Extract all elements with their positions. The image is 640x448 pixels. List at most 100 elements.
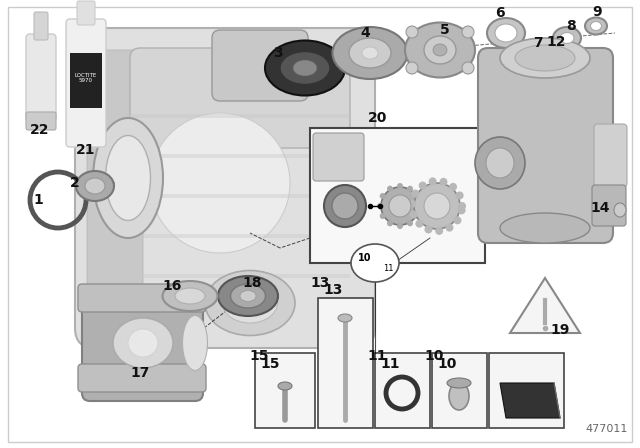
- FancyBboxPatch shape: [34, 12, 48, 40]
- Text: 7: 7: [533, 36, 543, 50]
- Ellipse shape: [500, 213, 590, 243]
- FancyBboxPatch shape: [329, 167, 396, 259]
- Ellipse shape: [405, 22, 475, 78]
- Text: 1: 1: [33, 193, 43, 207]
- Text: 20: 20: [368, 111, 388, 125]
- Ellipse shape: [128, 329, 158, 357]
- Circle shape: [412, 190, 419, 198]
- Circle shape: [380, 193, 386, 199]
- Ellipse shape: [560, 33, 574, 43]
- FancyBboxPatch shape: [592, 185, 626, 226]
- FancyBboxPatch shape: [77, 1, 95, 25]
- Circle shape: [429, 177, 436, 185]
- Text: 13: 13: [323, 283, 342, 297]
- Text: 16: 16: [163, 279, 182, 293]
- FancyBboxPatch shape: [26, 34, 56, 122]
- Ellipse shape: [163, 281, 218, 311]
- Circle shape: [397, 223, 403, 229]
- Text: 22: 22: [30, 123, 50, 137]
- FancyBboxPatch shape: [75, 28, 375, 348]
- Ellipse shape: [332, 193, 358, 219]
- Text: 6: 6: [495, 6, 505, 20]
- Circle shape: [414, 213, 420, 219]
- Text: 19: 19: [550, 323, 570, 337]
- Text: 8: 8: [566, 19, 576, 33]
- Circle shape: [435, 227, 443, 235]
- Circle shape: [414, 193, 420, 199]
- Text: 4: 4: [360, 26, 370, 40]
- Ellipse shape: [486, 148, 514, 178]
- Bar: [70, 53, 102, 108]
- Circle shape: [408, 200, 416, 208]
- Text: 10: 10: [424, 349, 444, 363]
- Ellipse shape: [175, 288, 205, 304]
- Ellipse shape: [333, 27, 408, 79]
- Bar: [310, 128, 485, 263]
- Ellipse shape: [414, 183, 460, 229]
- Text: 12: 12: [547, 35, 566, 49]
- Text: 10: 10: [358, 253, 372, 263]
- Ellipse shape: [93, 118, 163, 238]
- Text: 14: 14: [590, 201, 610, 215]
- Ellipse shape: [389, 195, 411, 217]
- Ellipse shape: [614, 203, 626, 217]
- Ellipse shape: [381, 187, 419, 225]
- Circle shape: [456, 191, 463, 199]
- Ellipse shape: [205, 271, 295, 336]
- Circle shape: [445, 224, 454, 232]
- Circle shape: [397, 183, 403, 189]
- Polygon shape: [510, 278, 580, 333]
- Circle shape: [407, 185, 413, 192]
- Bar: [318, 298, 373, 428]
- Text: 11: 11: [383, 263, 393, 272]
- Ellipse shape: [182, 315, 207, 370]
- Circle shape: [377, 203, 383, 209]
- Ellipse shape: [293, 60, 317, 76]
- FancyBboxPatch shape: [212, 30, 308, 101]
- Ellipse shape: [218, 276, 278, 316]
- Text: LOCTITE
5970: LOCTITE 5970: [75, 73, 97, 83]
- FancyBboxPatch shape: [478, 48, 613, 243]
- Circle shape: [406, 62, 418, 74]
- Ellipse shape: [223, 283, 278, 323]
- Text: 9: 9: [592, 5, 602, 19]
- Text: 18: 18: [243, 276, 262, 290]
- Circle shape: [424, 225, 433, 233]
- Circle shape: [407, 220, 413, 226]
- Ellipse shape: [349, 38, 391, 68]
- Text: 5: 5: [440, 23, 450, 37]
- FancyBboxPatch shape: [26, 112, 56, 130]
- Text: 13: 13: [310, 276, 330, 290]
- Ellipse shape: [591, 22, 602, 30]
- Ellipse shape: [351, 244, 399, 282]
- Ellipse shape: [519, 40, 553, 66]
- Circle shape: [458, 202, 466, 210]
- Ellipse shape: [495, 24, 517, 42]
- Text: 2: 2: [70, 176, 80, 190]
- Ellipse shape: [230, 284, 266, 308]
- Ellipse shape: [433, 44, 447, 56]
- Ellipse shape: [424, 36, 456, 64]
- Circle shape: [410, 211, 417, 219]
- Ellipse shape: [475, 137, 525, 189]
- Text: 21: 21: [76, 143, 96, 157]
- Circle shape: [387, 185, 393, 192]
- Bar: [100, 194, 350, 198]
- Bar: [100, 274, 350, 278]
- Ellipse shape: [280, 52, 330, 85]
- Ellipse shape: [324, 185, 366, 227]
- Text: 17: 17: [131, 366, 150, 380]
- Ellipse shape: [265, 40, 345, 95]
- Ellipse shape: [449, 382, 469, 410]
- Circle shape: [415, 220, 423, 228]
- FancyBboxPatch shape: [313, 133, 364, 181]
- Text: 11: 11: [367, 349, 387, 363]
- Circle shape: [387, 220, 393, 226]
- Ellipse shape: [447, 378, 471, 388]
- Circle shape: [419, 181, 427, 190]
- Ellipse shape: [553, 27, 581, 49]
- Polygon shape: [500, 383, 560, 418]
- Bar: [375, 353, 430, 428]
- Text: 10: 10: [437, 357, 456, 371]
- FancyBboxPatch shape: [594, 124, 627, 187]
